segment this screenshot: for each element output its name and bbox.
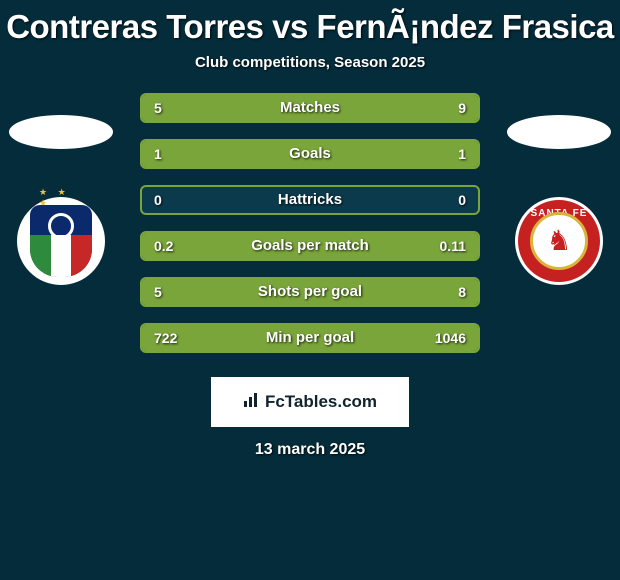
chart-icon xyxy=(243,392,259,412)
stat-value-right: 8 xyxy=(458,277,466,307)
left-team-crest: ★ ★ ★ xyxy=(17,197,105,285)
page-subtitle: Club competitions, Season 2025 xyxy=(0,54,620,71)
left-crest-stripe-green xyxy=(30,235,51,277)
stat-value-right: 0.11 xyxy=(440,231,466,261)
stat-row: 0.2Goals per match0.11 xyxy=(140,231,480,261)
stat-row: 722Min per goal1046 xyxy=(140,323,480,353)
stats-list: 5Matches9 1Goals1 0Hattricks0 0.2Goals per … xyxy=(140,93,480,353)
stat-label: Goals per match xyxy=(142,231,478,261)
branding-badge: FcTables.com xyxy=(211,377,409,427)
stat-value-right: 1046 xyxy=(435,323,466,353)
stat-value-right: 1 xyxy=(458,139,466,169)
page-root: Contreras Torres vs FernÃ¡ndez Frasica C… xyxy=(0,0,620,580)
left-team-column: ★ ★ ★ xyxy=(6,115,116,285)
stat-row: 5Matches9 xyxy=(140,93,480,123)
stat-label: Shots per goal xyxy=(142,277,478,307)
right-crest-lion-icon: ♞ xyxy=(546,227,571,255)
right-team-crest: SANTA FE ♞ xyxy=(515,197,603,285)
left-player-photo-placeholder xyxy=(9,115,113,149)
stat-label: Hattricks xyxy=(142,185,478,215)
stat-label: Goals xyxy=(142,139,478,169)
branding-text: FcTables.com xyxy=(265,392,377,412)
stat-row: 0Hattricks0 xyxy=(140,185,480,215)
page-title: Contreras Torres vs FernÃ¡ndez Frasica xyxy=(0,0,620,46)
stat-value-right: 0 xyxy=(458,185,466,215)
left-crest-stripe-red xyxy=(71,235,92,277)
stat-row: 5Shots per goal8 xyxy=(140,277,480,307)
stat-value-right: 9 xyxy=(458,93,466,123)
right-team-column: SANTA FE ♞ xyxy=(504,115,614,285)
content-area: ★ ★ ★ SANTA FE ♞ 5Matches9 1Goals1 0Hattri… xyxy=(0,93,620,459)
left-crest-stripe-white xyxy=(51,235,72,277)
date-label: 13 march 2025 xyxy=(0,441,620,459)
stat-row: 1Goals1 xyxy=(140,139,480,169)
stat-label: Min per goal xyxy=(142,323,478,353)
stat-label: Matches xyxy=(142,93,478,123)
right-player-photo-placeholder xyxy=(507,115,611,149)
right-crest-inner: ♞ xyxy=(530,212,588,270)
left-crest-shield xyxy=(30,205,92,277)
